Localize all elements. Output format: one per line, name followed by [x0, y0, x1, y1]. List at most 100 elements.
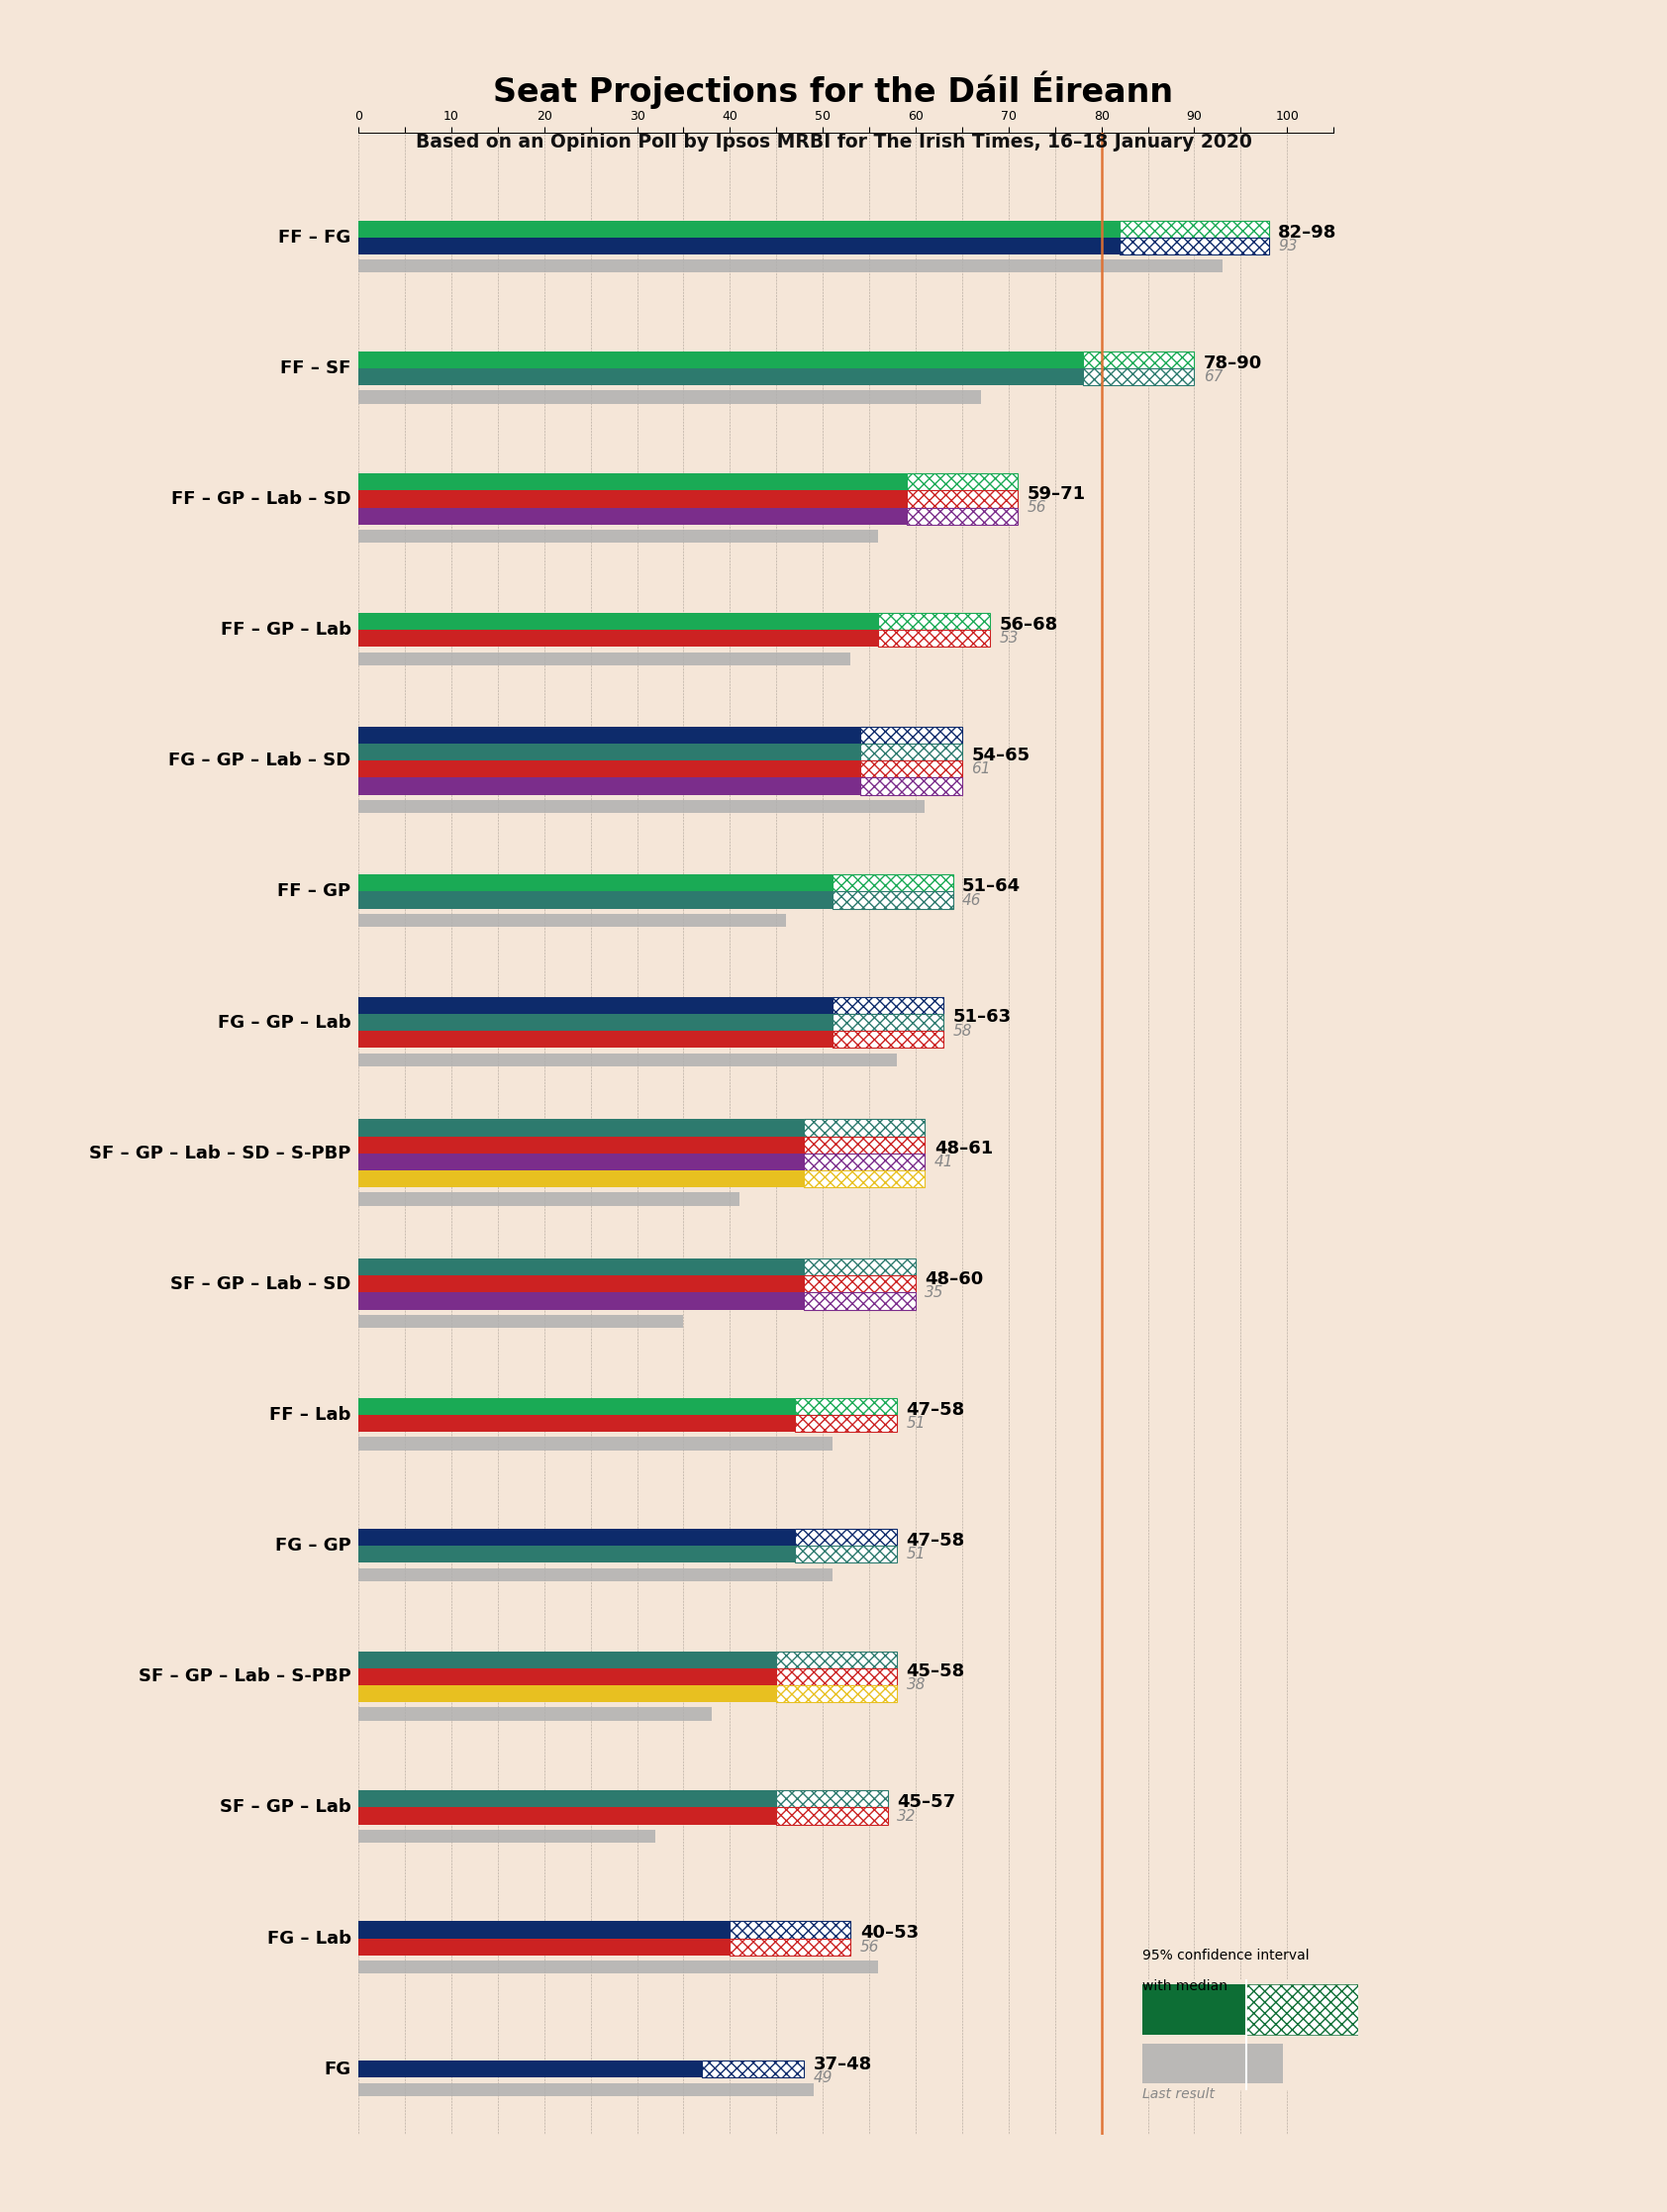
Bar [832, 998, 944, 1013]
Bar [907, 473, 1019, 491]
Bar [358, 998, 832, 1013]
Text: Based on an Opinion Poll by Ipsos MRBI for The Irish Times, 16–18 January 2020: Based on an Opinion Poll by Ipsos MRBI f… [415, 133, 1252, 153]
Text: 59–71: 59–71 [1027, 484, 1085, 502]
Text: FG: FG [323, 2059, 352, 2077]
Bar [358, 653, 850, 666]
Text: 58: 58 [954, 1024, 972, 1037]
Bar [860, 761, 962, 779]
Bar [795, 1528, 897, 1546]
Bar [358, 914, 785, 927]
Text: FF – GP: FF – GP [278, 883, 352, 900]
Bar [358, 259, 1222, 272]
Bar [358, 1119, 803, 1137]
Bar [358, 1292, 803, 1310]
Text: 37–48: 37–48 [813, 2055, 872, 2073]
Text: 51–63: 51–63 [954, 1009, 1012, 1026]
Text: 41: 41 [934, 1155, 954, 1170]
Bar [795, 1528, 897, 1546]
Text: 56–68: 56–68 [999, 615, 1059, 633]
Bar [358, 237, 1120, 254]
Bar [803, 1137, 925, 1152]
Bar [777, 1668, 897, 1686]
Bar [832, 891, 954, 909]
Bar [795, 1546, 897, 1564]
Bar [358, 367, 1084, 385]
Bar [358, 1686, 777, 1703]
Bar [358, 1650, 777, 1668]
Bar [777, 1650, 897, 1668]
Bar [803, 1152, 925, 1170]
Bar [358, 630, 879, 646]
Text: 45–58: 45–58 [907, 1663, 965, 1681]
Bar [777, 1807, 889, 1825]
Bar [358, 1668, 777, 1686]
Bar [777, 1686, 897, 1703]
Bar [730, 1922, 850, 1938]
Bar [803, 1292, 915, 1310]
Bar [730, 1938, 850, 1955]
Bar [730, 1922, 850, 1938]
Bar [907, 507, 1019, 524]
Bar [358, 491, 907, 507]
Text: 48–61: 48–61 [934, 1139, 994, 1157]
Bar [777, 1668, 897, 1686]
Bar [879, 613, 990, 630]
Bar [730, 1938, 850, 1955]
Text: FF – FG: FF – FG [278, 228, 352, 246]
Bar [860, 728, 962, 743]
Bar [832, 1031, 944, 1048]
Text: FF – GP – Lab: FF – GP – Lab [220, 622, 352, 639]
Bar [907, 473, 1019, 491]
Bar [1084, 352, 1194, 367]
Bar [1142, 1984, 1245, 2035]
Text: FG – Lab: FG – Lab [267, 1929, 352, 1947]
Bar [358, 801, 925, 814]
Bar [358, 1152, 803, 1170]
Bar [358, 1807, 777, 1825]
Text: SF – GP – Lab – SD: SF – GP – Lab – SD [170, 1274, 352, 1294]
Bar [358, 1170, 803, 1188]
Bar [777, 1807, 889, 1825]
Text: 56: 56 [860, 1940, 879, 1953]
Bar [358, 891, 832, 909]
Text: 51–64: 51–64 [962, 878, 1020, 896]
Bar [777, 1686, 897, 1703]
Text: 51: 51 [907, 1546, 925, 1562]
Bar [860, 761, 962, 779]
Bar [803, 1276, 915, 1292]
Bar [1084, 352, 1194, 367]
Bar [358, 613, 879, 630]
Bar [1120, 237, 1269, 254]
Bar [777, 1790, 889, 1807]
Bar [358, 1276, 803, 1292]
Bar [358, 874, 832, 891]
Bar [358, 507, 907, 524]
Bar [358, 1398, 795, 1416]
Text: 45–57: 45–57 [897, 1794, 955, 1812]
Bar [358, 392, 980, 403]
Bar [358, 1922, 730, 1938]
Bar [832, 874, 954, 891]
Text: FF – SF: FF – SF [280, 358, 352, 376]
Text: 38: 38 [907, 1677, 925, 1692]
Text: SF – GP – Lab – SD – S-PBP: SF – GP – Lab – SD – S-PBP [90, 1144, 352, 1161]
Text: 40–53: 40–53 [860, 1924, 919, 1942]
Bar [907, 507, 1019, 524]
Text: 82–98: 82–98 [1279, 223, 1337, 241]
Bar [777, 1650, 897, 1668]
Bar [1084, 367, 1194, 385]
Text: 54–65: 54–65 [972, 748, 1030, 765]
Bar [1084, 367, 1194, 385]
Bar [358, 1528, 795, 1546]
Bar [860, 779, 962, 794]
Bar [358, 531, 879, 542]
Bar [1120, 237, 1269, 254]
Text: 49: 49 [813, 2070, 834, 2086]
Bar [358, 1568, 832, 1582]
Bar [879, 613, 990, 630]
Bar [832, 998, 944, 1013]
Bar [358, 1708, 712, 1721]
Bar [358, 1013, 832, 1031]
Bar [803, 1259, 915, 1276]
Bar [358, 1938, 730, 1955]
